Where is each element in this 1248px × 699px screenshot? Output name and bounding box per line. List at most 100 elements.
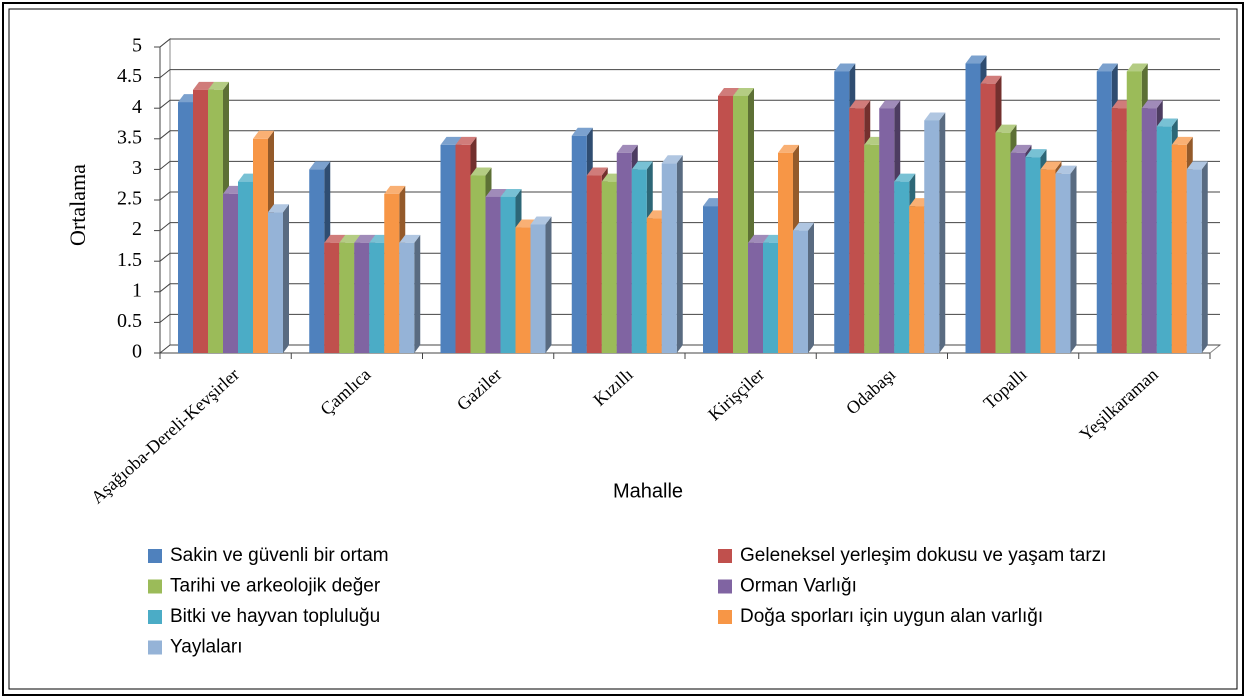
bar xyxy=(309,169,325,353)
y-tick-label: 5 xyxy=(132,35,142,57)
bar-top xyxy=(733,87,754,96)
bar xyxy=(354,242,370,353)
bar-top xyxy=(384,185,406,194)
legend-label: Geleneksel yerleşim dokusu ve yaşam tarz… xyxy=(740,545,1106,566)
bar xyxy=(399,242,415,353)
bar xyxy=(1186,169,1202,353)
bar-top xyxy=(470,167,492,176)
bar-top xyxy=(995,124,1017,133)
x-tick-label: Kirişçiler xyxy=(704,364,768,424)
bar-side xyxy=(939,112,946,353)
bar-top xyxy=(616,144,638,153)
bar xyxy=(1111,108,1127,353)
y-tick-label: 2 xyxy=(132,218,142,240)
bar xyxy=(864,144,880,353)
y-tick-label: 1 xyxy=(132,279,142,301)
legend-label: Tarihi ve arkeolojik değer xyxy=(170,576,381,597)
bar-top xyxy=(530,216,552,225)
bar xyxy=(778,152,793,353)
bar xyxy=(748,242,763,353)
bar xyxy=(500,196,516,353)
legend-swatch xyxy=(718,610,732,624)
x-tick-label: Gaziler xyxy=(453,364,506,414)
bar xyxy=(793,230,808,353)
bar xyxy=(238,181,253,353)
bar-top xyxy=(879,100,901,109)
bar xyxy=(849,108,865,353)
bar xyxy=(980,83,996,353)
bar xyxy=(268,212,283,353)
bar xyxy=(703,206,718,353)
y-tick-label: 3 xyxy=(132,157,142,179)
y-axis-title: Ortalama xyxy=(65,164,90,246)
legend-label: Bitki ve hayvan topluluğu xyxy=(170,606,380,627)
bar xyxy=(1096,71,1112,353)
bar-top xyxy=(500,188,522,197)
bar xyxy=(1126,71,1142,353)
legend-label: Orman Varlığı xyxy=(740,576,857,597)
bar xyxy=(733,95,748,354)
bar xyxy=(1025,157,1041,353)
bar-top xyxy=(834,63,856,72)
bar-top xyxy=(1186,161,1208,170)
y-tick-label: 1.5 xyxy=(117,249,142,271)
bar-top xyxy=(1126,63,1148,72)
bar-top xyxy=(193,81,214,90)
bar xyxy=(178,102,193,353)
bar-top xyxy=(631,161,653,170)
bar-top xyxy=(324,234,346,243)
bar-top xyxy=(718,87,739,96)
bar-top xyxy=(924,112,946,121)
bar xyxy=(208,89,223,353)
legend-swatch xyxy=(718,549,732,563)
bar-top xyxy=(1010,144,1032,153)
bar xyxy=(661,163,677,353)
bar xyxy=(834,71,850,353)
bar-side xyxy=(283,204,289,353)
grid-line xyxy=(159,69,1220,78)
bar xyxy=(1156,126,1172,353)
bar xyxy=(718,95,733,354)
bar xyxy=(616,152,632,353)
bar-top xyxy=(339,234,361,243)
x-tick-label: Topallı xyxy=(979,364,1030,413)
y-tick-label: 0.5 xyxy=(117,310,142,332)
x-tick-label: Çamlıca xyxy=(316,364,374,419)
legend-swatch xyxy=(148,640,162,655)
bar-top xyxy=(440,136,462,145)
bar-top xyxy=(965,55,987,64)
x-tick-label: Odabaşı xyxy=(842,364,899,418)
legend-swatch xyxy=(718,579,732,594)
x-tick-label: Kızıllı xyxy=(589,364,637,410)
y-tick-label: 2.5 xyxy=(117,188,142,210)
bar xyxy=(324,242,340,353)
bar-top xyxy=(309,161,331,170)
bar-top xyxy=(253,130,274,139)
bar xyxy=(1055,173,1071,353)
legend-swatch xyxy=(148,549,162,563)
bar-side xyxy=(1201,161,1208,353)
bar-top xyxy=(661,155,683,164)
bar xyxy=(965,63,981,354)
bar-top xyxy=(1096,63,1118,72)
bar-top xyxy=(748,234,769,243)
y-tick-label: 4 xyxy=(132,96,142,118)
bar xyxy=(995,132,1011,353)
bar xyxy=(1141,108,1157,353)
bar xyxy=(646,218,662,353)
bar xyxy=(485,196,501,353)
bar-top xyxy=(399,234,421,243)
bar-side xyxy=(414,234,421,353)
bar-top xyxy=(268,204,289,213)
bar xyxy=(515,227,531,353)
bar xyxy=(440,144,456,353)
y-tick-label: 4.5 xyxy=(117,65,142,87)
bar xyxy=(470,175,486,353)
bar xyxy=(339,242,355,353)
bar xyxy=(909,206,925,353)
bar xyxy=(1040,169,1056,353)
bar xyxy=(384,193,400,353)
grid-line xyxy=(159,130,1220,140)
